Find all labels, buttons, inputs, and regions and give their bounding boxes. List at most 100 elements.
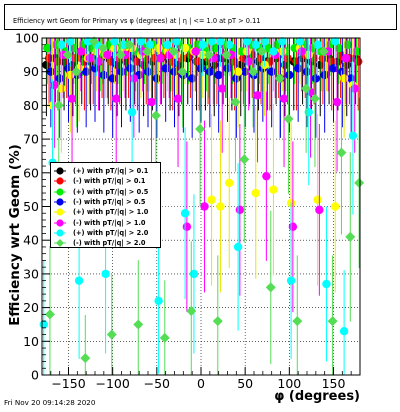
data-point [316, 60, 325, 70]
data-point [251, 40, 260, 49]
data-point [203, 49, 214, 60]
data-point [260, 37, 269, 46]
data-point [304, 107, 313, 117]
data-point [301, 83, 312, 94]
data-point [50, 80, 59, 90]
x-tick-label: 0 [197, 376, 205, 391]
data-point [352, 47, 361, 56]
data-point [233, 242, 243, 252]
chart-title: Efficiency wrt Geom for Primary vs φ (de… [13, 17, 261, 25]
x-tick-label: −50 [144, 376, 170, 391]
data-point [106, 329, 117, 340]
legend-marker [54, 187, 66, 196]
timestamp-footer: Fri Nov 20 09:14:28 2020 [4, 398, 96, 407]
legend-marker [54, 229, 66, 237]
legend-marker [54, 167, 66, 175]
data-point [163, 40, 172, 49]
data-point [186, 305, 197, 316]
data-point [53, 57, 63, 66]
data-point [200, 202, 209, 211]
y-tick-label: 60 [23, 165, 39, 180]
data-point [67, 94, 77, 103]
legend-marker [54, 177, 66, 185]
legend-entry: (+) with pT/|q| > 0.5 [53, 187, 159, 197]
data-point [286, 276, 296, 285]
y-axis-label-box: Efficiency wrt Geom (%) [7, 120, 23, 350]
series-5 [50, 38, 359, 313]
data-point [354, 177, 365, 188]
y-tick-label: 100 [15, 31, 39, 46]
data-point [269, 47, 278, 56]
y-tick-label: 50 [23, 199, 39, 214]
data-point [216, 37, 225, 46]
legend-entry: (-) with pT/|q| > 0.5 [53, 197, 159, 207]
data-point [315, 205, 324, 215]
x-tick-label: 100 [277, 376, 301, 391]
data-point [117, 67, 126, 76]
data-point [124, 39, 135, 50]
data-point [207, 195, 216, 204]
data-point [196, 64, 206, 73]
legend-entry: (+) with pT/|q| > 1.0 [53, 207, 159, 217]
data-point [66, 37, 75, 46]
x-tick-label: 150 [322, 376, 346, 391]
series-7 [44, 36, 365, 375]
legend-label: (-) with pT/|q| > 0.1 [73, 177, 146, 186]
data-point [57, 40, 66, 49]
data-point [230, 97, 241, 108]
data-point [83, 37, 93, 46]
data-point [89, 36, 100, 47]
data-point [139, 60, 148, 70]
data-point [71, 66, 82, 77]
data-point [212, 316, 223, 327]
data-series [39, 36, 365, 375]
data-point [80, 353, 91, 364]
data-point [55, 74, 64, 83]
data-point [207, 37, 216, 46]
data-point [278, 37, 287, 46]
data-point [342, 60, 351, 70]
data-point [112, 60, 122, 70]
legend-label: (-) with pT/|q| > 2.0 [73, 239, 146, 248]
legend-entry: (+) with pT/|q| > 0.1 [53, 166, 159, 176]
chart-legend: (+) with pT/|q| > 0.1 (-) with pT/|q| > 0… [50, 162, 161, 248]
data-point [159, 332, 170, 343]
data-point [154, 296, 163, 306]
data-point [59, 57, 69, 66]
data-point [269, 185, 278, 194]
legend-marker [54, 208, 66, 216]
data-point [225, 178, 234, 188]
data-point [218, 84, 227, 93]
data-point [121, 57, 131, 66]
data-point [115, 49, 126, 60]
data-point [152, 74, 162, 83]
data-point [108, 74, 117, 83]
data-point [267, 67, 276, 76]
data-point [288, 222, 298, 231]
data-point [172, 37, 181, 46]
data-point [223, 64, 232, 73]
data-point [145, 40, 154, 49]
data-point [44, 54, 54, 63]
legend-entry: (-) with pT/|q| > 0.1 [53, 176, 159, 186]
data-point [236, 60, 245, 70]
data-point [94, 57, 103, 66]
data-point [332, 97, 342, 107]
data-point [180, 209, 190, 218]
data-point [119, 40, 128, 49]
y-tick-label: 30 [23, 266, 39, 281]
data-point [53, 100, 64, 111]
legend-label: (-) with pT/|q| > 0.5 [73, 197, 146, 206]
data-point [85, 54, 94, 63]
y-tick-label: 20 [23, 300, 39, 315]
data-point [280, 60, 290, 70]
legend-marker [54, 198, 66, 206]
data-point [293, 64, 303, 73]
data-point [161, 64, 170, 73]
legend-marker [54, 218, 66, 227]
y-tick-label: 0 [31, 368, 39, 383]
data-point [248, 66, 259, 77]
data-point [168, 46, 179, 57]
data-point [143, 67, 153, 76]
